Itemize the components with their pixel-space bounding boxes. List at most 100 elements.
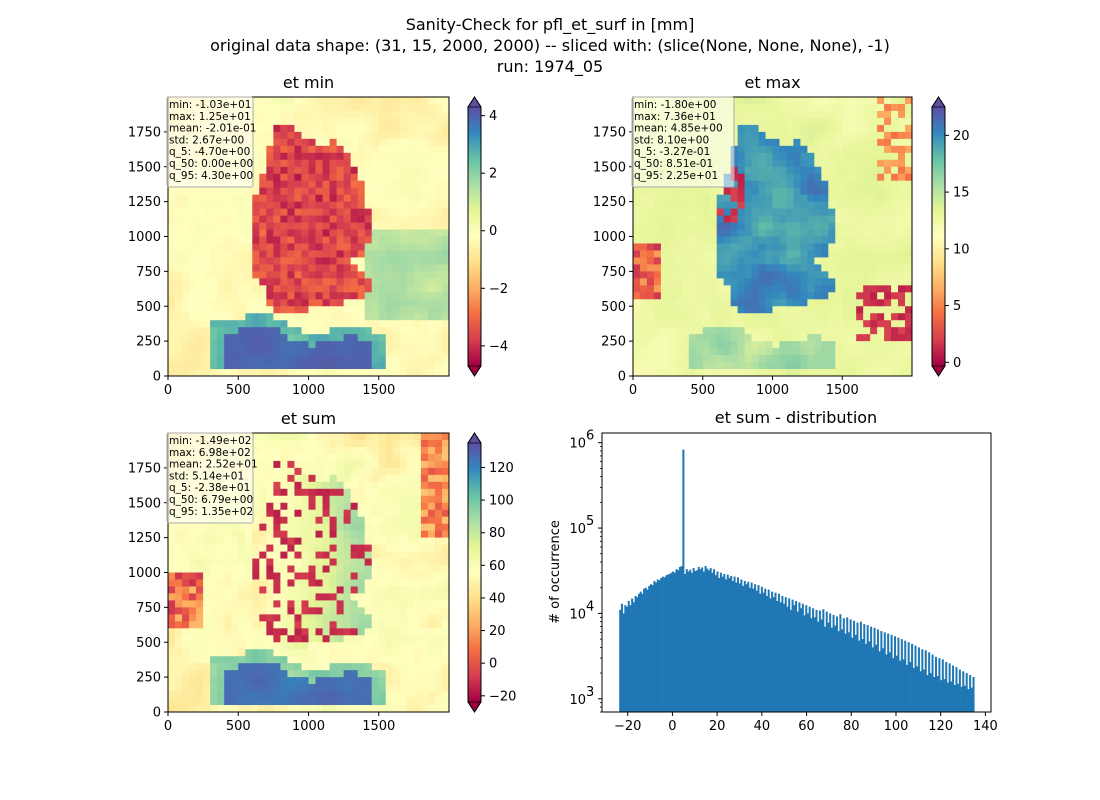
map-cell bbox=[224, 698, 232, 706]
map-cell bbox=[371, 369, 380, 376]
map-cell bbox=[329, 334, 338, 342]
map-cell bbox=[308, 684, 317, 692]
map-cell bbox=[870, 222, 878, 231]
map-cell bbox=[343, 495, 352, 504]
map-cell bbox=[294, 572, 303, 581]
map-cell bbox=[350, 166, 359, 175]
map-cell bbox=[730, 222, 739, 231]
map-cell bbox=[427, 159, 436, 168]
map-cell bbox=[835, 215, 843, 224]
map-cell bbox=[660, 264, 669, 272]
map-cell bbox=[744, 348, 753, 356]
map-cell bbox=[856, 292, 864, 300]
map-cell bbox=[266, 705, 274, 712]
map-cell bbox=[392, 362, 401, 370]
map-cell bbox=[863, 159, 871, 168]
map-cell bbox=[322, 586, 331, 595]
map-cell bbox=[392, 306, 401, 314]
map-cell bbox=[814, 341, 822, 349]
map-cell bbox=[413, 103, 422, 112]
map-cell bbox=[252, 572, 260, 581]
map-cell bbox=[301, 544, 310, 553]
map-cell bbox=[385, 166, 394, 175]
map-cell bbox=[182, 698, 190, 706]
map-cell bbox=[420, 628, 429, 636]
map-cell bbox=[287, 334, 296, 342]
map-cell bbox=[779, 292, 788, 300]
map-cell bbox=[434, 565, 443, 574]
map-cell bbox=[329, 117, 338, 126]
map-cell bbox=[688, 215, 697, 224]
map-cell bbox=[308, 110, 317, 119]
map-cell bbox=[168, 243, 176, 252]
map-cell bbox=[315, 621, 324, 629]
map-cell bbox=[737, 369, 746, 376]
map-cell bbox=[350, 173, 359, 182]
map-cell bbox=[793, 292, 801, 300]
map-cell bbox=[441, 97, 449, 105]
map-cell bbox=[870, 138, 878, 147]
map-cell bbox=[371, 439, 380, 448]
map-cell bbox=[702, 229, 711, 238]
map-cell bbox=[350, 257, 359, 265]
map-cell bbox=[660, 271, 669, 279]
map-cell bbox=[238, 327, 246, 335]
map-cell bbox=[786, 236, 795, 245]
map-cell bbox=[280, 110, 289, 119]
colorbar-tick-label: 60 bbox=[489, 559, 506, 574]
map-cell bbox=[779, 159, 788, 168]
map-cell bbox=[877, 215, 885, 224]
map-cell bbox=[224, 362, 232, 370]
map-cell bbox=[814, 355, 822, 363]
map-cell bbox=[434, 97, 443, 105]
map-cell bbox=[681, 313, 690, 321]
map-cell bbox=[231, 271, 239, 279]
map-cell bbox=[294, 243, 303, 252]
map-cell bbox=[814, 313, 822, 321]
map-cell bbox=[231, 537, 239, 546]
map-cell bbox=[674, 208, 683, 217]
map-cell bbox=[399, 495, 408, 504]
map-cell bbox=[814, 306, 822, 314]
map-cell bbox=[329, 236, 338, 245]
map-cell bbox=[203, 656, 211, 664]
map-cell bbox=[835, 243, 843, 252]
map-cell bbox=[420, 313, 429, 321]
map-cell bbox=[252, 180, 260, 189]
map-cell bbox=[413, 355, 422, 363]
map-cell bbox=[273, 348, 282, 356]
map-cell bbox=[413, 691, 422, 699]
map-cell bbox=[821, 187, 829, 196]
map-cell bbox=[807, 173, 815, 182]
map-cell bbox=[252, 558, 260, 567]
map-cell bbox=[863, 334, 871, 342]
map-cell bbox=[884, 152, 892, 161]
map-cell bbox=[252, 579, 260, 588]
map-cell bbox=[737, 159, 746, 168]
map-cell bbox=[709, 236, 718, 245]
map-cell bbox=[779, 348, 788, 356]
map-cell bbox=[688, 201, 697, 210]
map-cell bbox=[723, 243, 732, 252]
map-cell bbox=[427, 544, 436, 553]
map-cell bbox=[385, 495, 394, 504]
map-cell bbox=[343, 313, 352, 321]
map-cell bbox=[800, 145, 808, 154]
map-cell bbox=[835, 271, 843, 279]
map-cell bbox=[196, 257, 204, 265]
map-cell bbox=[245, 572, 253, 581]
y-tick-label: 750 bbox=[136, 601, 161, 616]
map-cell bbox=[716, 271, 725, 279]
map-cell bbox=[891, 271, 899, 279]
map-cell bbox=[280, 621, 289, 629]
map-cell bbox=[266, 558, 274, 567]
map-cell bbox=[315, 677, 324, 685]
map-cell bbox=[196, 565, 204, 574]
map-cell bbox=[758, 173, 767, 182]
map-cell bbox=[863, 110, 871, 119]
map-cell bbox=[772, 194, 781, 203]
map-cell bbox=[273, 705, 282, 712]
map-cell bbox=[203, 320, 211, 328]
map-cell bbox=[294, 614, 303, 622]
map-cell bbox=[336, 208, 345, 217]
